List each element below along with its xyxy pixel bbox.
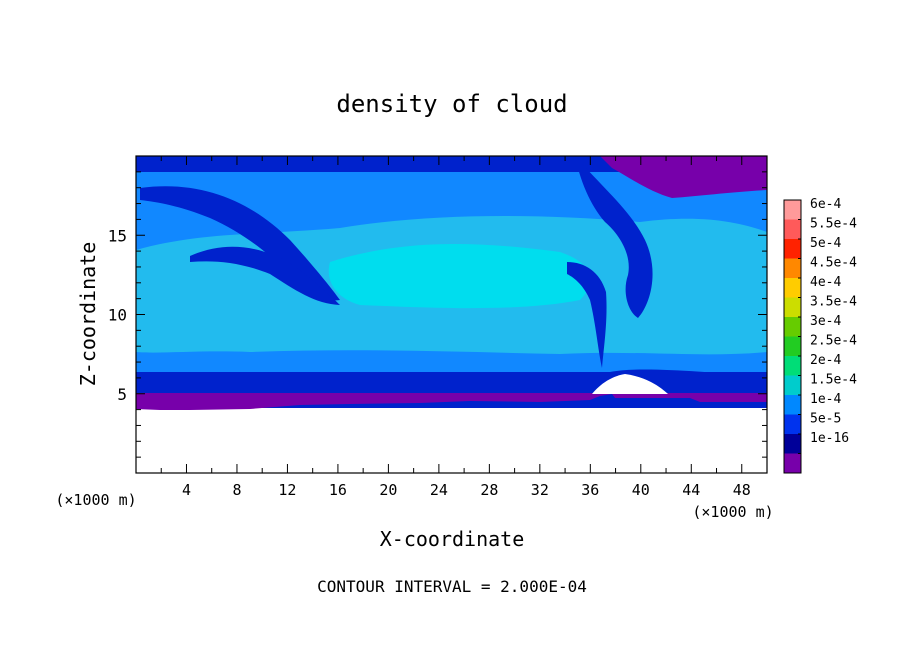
plume-right: [575, 156, 653, 318]
y-axis-label: Z-coordinate: [76, 242, 100, 387]
x-tick-label: 48: [733, 481, 751, 499]
colorbar-swatch: [784, 219, 801, 240]
colorbar-swatch: [784, 297, 801, 318]
cloud-base-edge: [136, 393, 767, 410]
y-tick-label: 5: [117, 385, 127, 404]
vortex-left-inner: [190, 246, 340, 305]
cloud-peak-region: [328, 243, 591, 309]
clear-air-bump: [592, 374, 668, 394]
colorbar-swatch: [784, 317, 801, 337]
chart-title: density of cloud: [336, 90, 567, 118]
x-tick-label: 8: [232, 481, 241, 499]
colorbar-label: 1e-16: [810, 431, 849, 446]
colorbar: 6e-4 5.5e-4 5e-4 4.5e-4 4e-4 3.5e-4 3e-4 2.5e-4…: [783, 197, 857, 474]
colorbar-label: 5e-4: [810, 236, 841, 251]
x-tick-label: 24: [430, 481, 448, 499]
colorbar-label: 2.5e-4: [810, 334, 857, 349]
x-tick-label: 20: [379, 481, 397, 499]
x-tick-label: 4: [182, 481, 191, 499]
colorbar-swatch: [784, 239, 801, 259]
x-tick-label: 16: [329, 481, 347, 499]
contour-interval-note: CONTOUR INTERVAL = 2.000E-04: [317, 577, 587, 596]
y-tick-label: 15: [108, 226, 127, 245]
x-axis-left-unit: (×1000 m): [55, 491, 136, 509]
x-tick-label: 12: [278, 481, 296, 499]
x-tick-label: 40: [632, 481, 650, 499]
plume-right-stem: [567, 262, 607, 368]
colorbar-label: 1.5e-4: [810, 373, 857, 388]
colorbar-label: 4e-4: [810, 275, 841, 290]
x-tick-label: 44: [682, 481, 700, 499]
y-axis: 5 10 15: [108, 171, 767, 458]
x-axis-label: X-coordinate: [380, 527, 525, 551]
colorbar-label: 5e-5: [810, 412, 841, 427]
colorbar-label: 4.5e-4: [810, 256, 857, 271]
colorbar-label: 5.5e-4: [810, 217, 857, 232]
x-axis-unit: (×1000 m): [692, 503, 773, 521]
x-tick-label: 36: [581, 481, 599, 499]
colorbar-swatch: [784, 453, 801, 474]
colorbar-swatch: [784, 200, 801, 220]
x-tick-label: 28: [480, 481, 498, 499]
y-tick-label: 10: [108, 306, 127, 325]
cloud-top-base: [600, 156, 767, 198]
colorbar-swatch: [784, 356, 801, 376]
colorbar-swatch: [784, 278, 801, 298]
colorbar-swatch: [784, 434, 801, 454]
colorbar-label: 3e-4: [810, 314, 841, 329]
colorbar-label: 3.5e-4: [810, 295, 857, 310]
colorbar-swatch: [784, 375, 801, 396]
colorbar-label: 6e-4: [810, 197, 841, 212]
colorbar-label: 1e-4: [810, 392, 841, 407]
x-axis: 4 8 12 16 20 24 28 32 36 40 44 48: [160, 156, 751, 499]
colorbar-swatch: [784, 395, 801, 415]
heatmap-field: [136, 156, 767, 473]
x-tick-label: 32: [531, 481, 549, 499]
colorbar-swatch: [784, 336, 801, 357]
colorbar-label: 2e-4: [810, 353, 841, 368]
colorbar-swatch: [784, 258, 801, 279]
colorbar-swatch: [784, 414, 801, 435]
